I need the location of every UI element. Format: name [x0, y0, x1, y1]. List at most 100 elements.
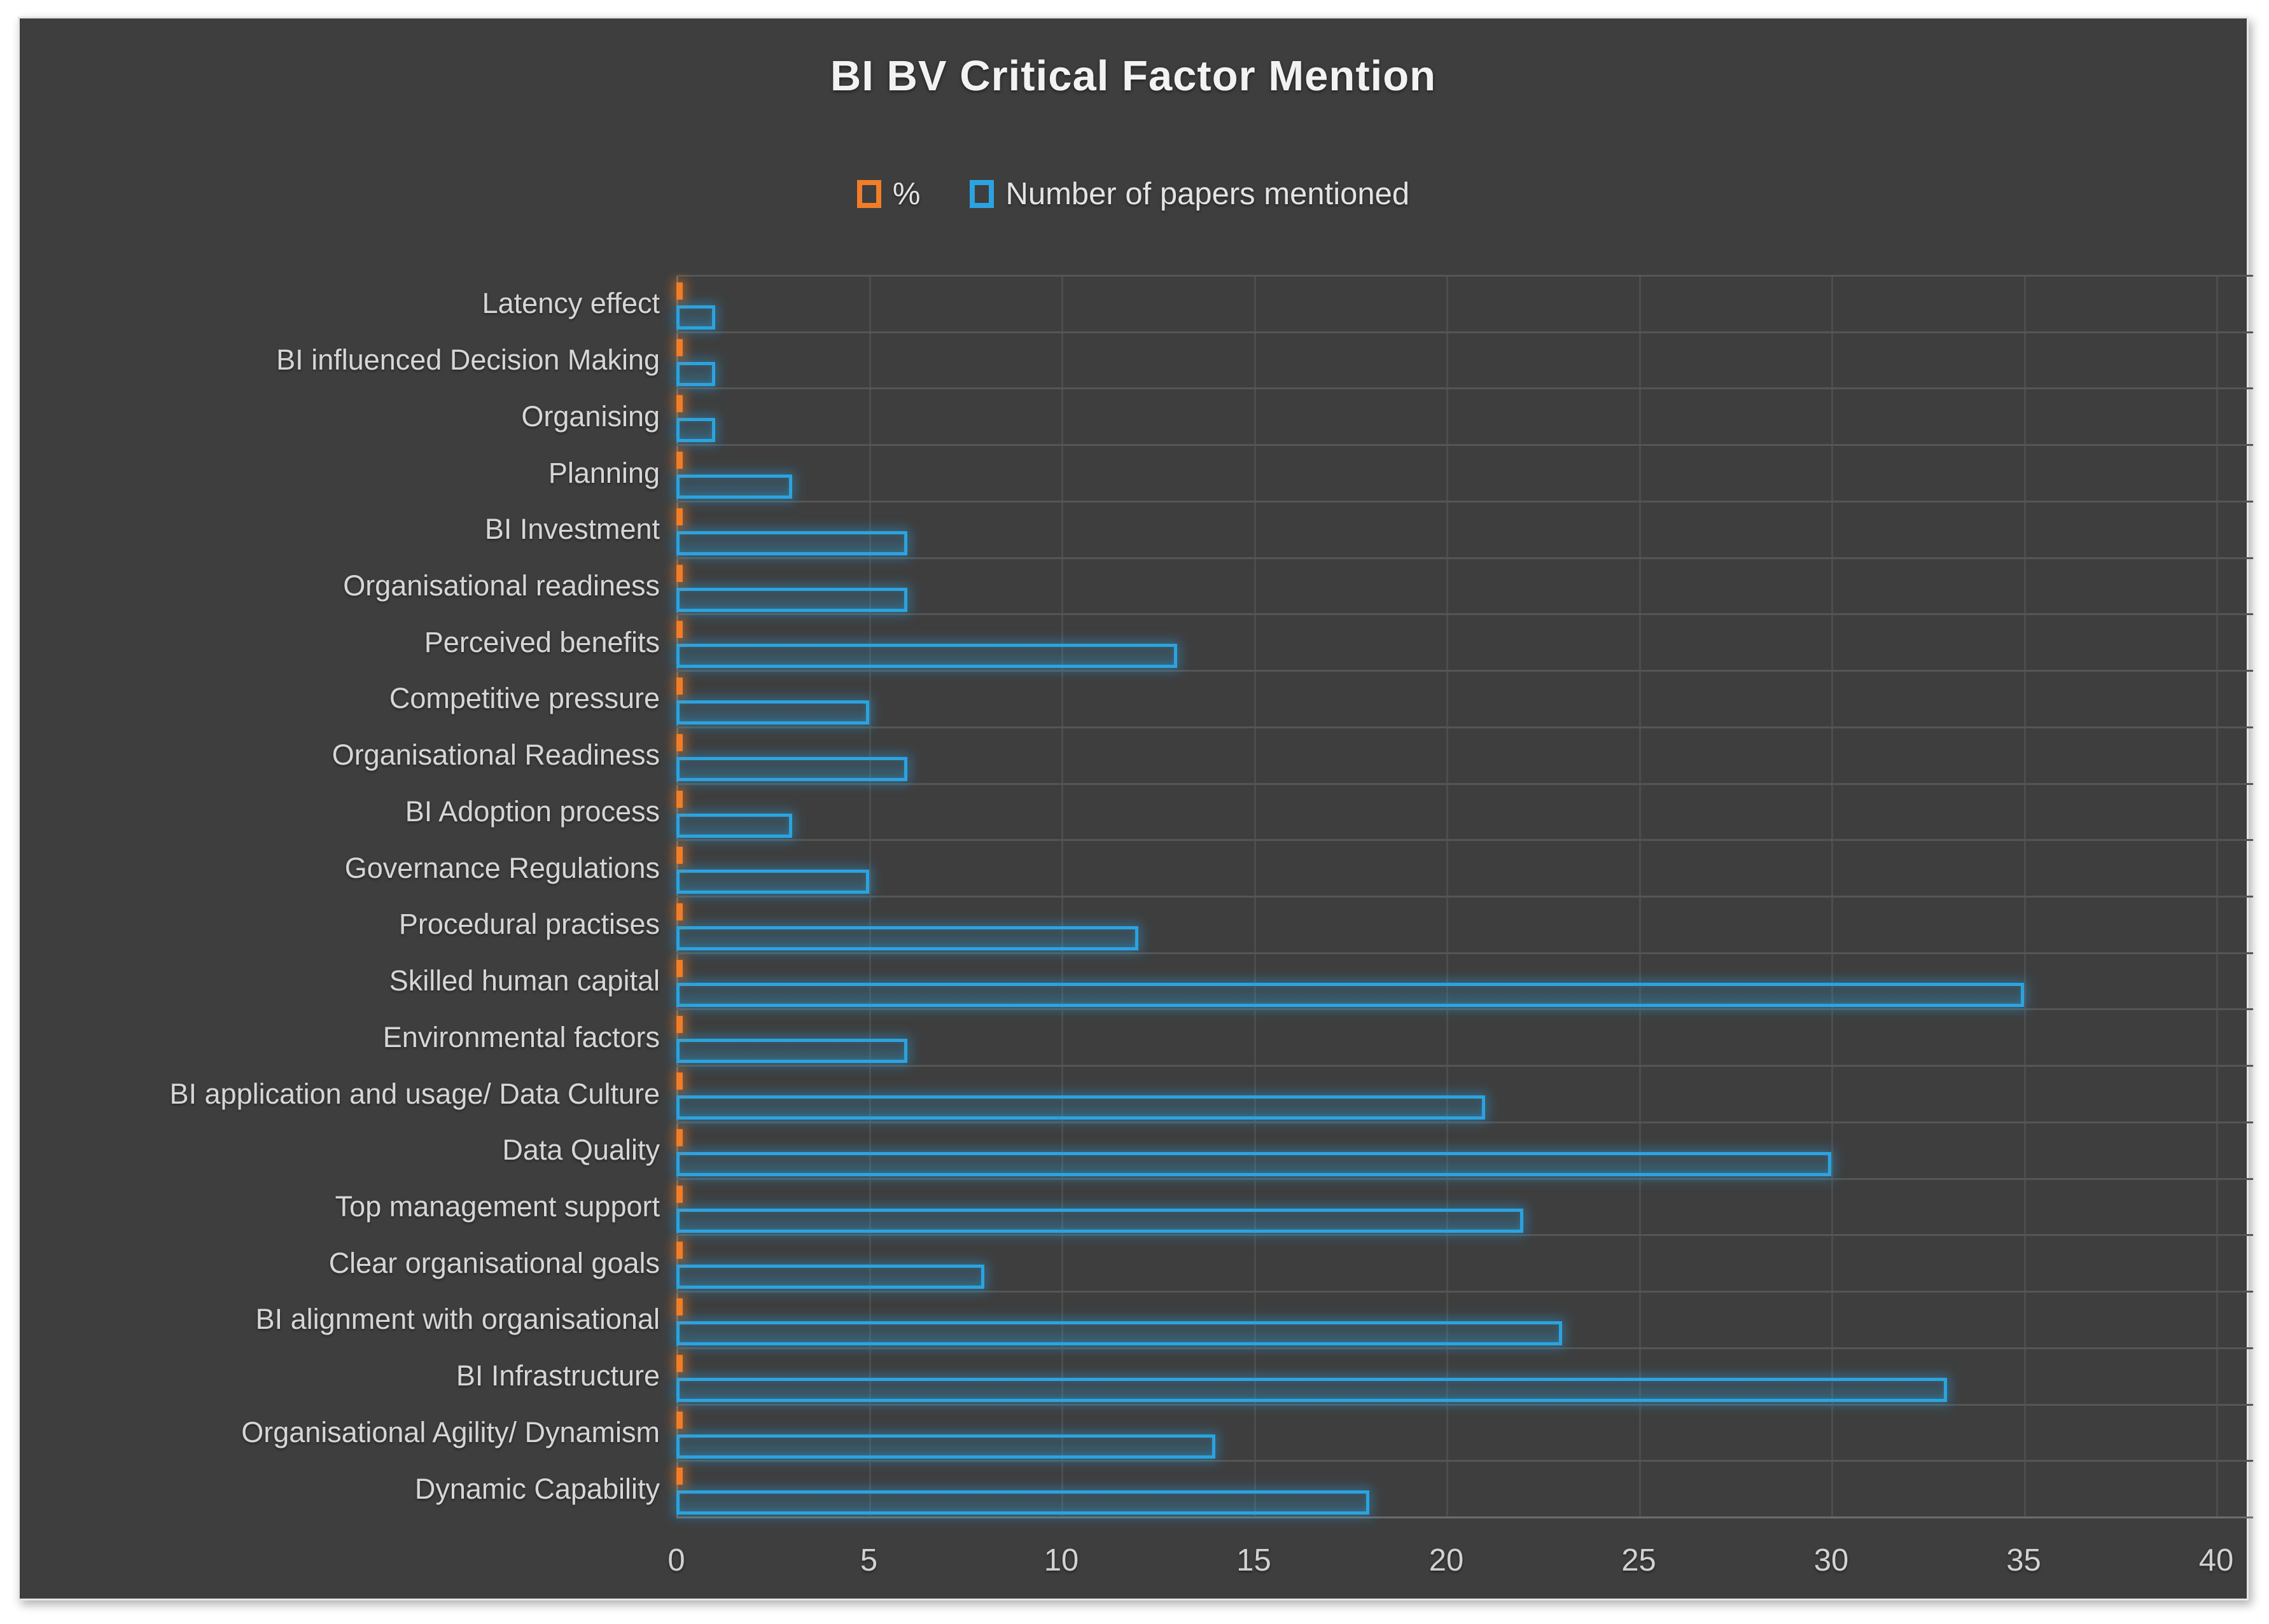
x-tick-label: 10 — [1044, 1543, 1079, 1578]
papers-bar — [676, 700, 869, 725]
bar-row: Skilled human capital — [389, 953, 2216, 1010]
bar-row: Procedural practises — [399, 896, 2216, 953]
papers-bar — [676, 644, 1177, 669]
bar-row: BI influenced Decision Making — [276, 332, 2216, 389]
horizontal-gridline — [676, 613, 2253, 616]
papers-bar — [676, 1151, 1831, 1176]
horizontal-gridline — [676, 1347, 2253, 1349]
percent-bar — [676, 790, 683, 808]
horizontal-gridline — [676, 670, 2253, 672]
category-label: Clear organisational goals — [328, 1246, 660, 1279]
horizontal-gridline — [676, 782, 2253, 785]
bar-row: Governance Regulations — [345, 840, 2216, 896]
papers-bar — [676, 756, 907, 781]
category-label: BI Infrastructure — [456, 1359, 660, 1392]
bar-row: BI alignment with organisational — [256, 1291, 2216, 1348]
papers-bar — [676, 1265, 984, 1289]
bar-row: Organisational Agility/ Dynamism — [241, 1405, 2216, 1461]
percent-bar — [676, 508, 683, 525]
horizontal-gridline — [676, 726, 2253, 728]
category-label: Planning — [548, 456, 660, 489]
legend-label-papers: Number of papers mentioned — [1005, 177, 1410, 211]
papers-bar — [676, 813, 792, 838]
papers-bar — [676, 1208, 1523, 1233]
bar-row: BI Infrastructure — [456, 1348, 2216, 1405]
bar-row: Competitive pressure — [389, 670, 2216, 727]
percent-bar — [676, 1242, 683, 1260]
horizontal-gridline — [676, 1403, 2253, 1406]
category-label: BI application and usage/ Data Culture — [169, 1077, 660, 1110]
papers-bar — [676, 1434, 1215, 1459]
category-label: Competitive pressure — [389, 682, 660, 715]
horizontal-gridline — [676, 331, 2253, 333]
bar-row: BI Adoption process — [405, 784, 2216, 840]
percent-bar — [676, 1128, 683, 1146]
bar-row: Organisational readiness — [343, 558, 2216, 614]
papers-bar — [676, 418, 715, 443]
horizontal-gridline — [676, 1121, 2253, 1123]
papers-bar — [676, 1039, 907, 1064]
x-tick-label: 25 — [1621, 1543, 1656, 1578]
category-label: Procedural practises — [398, 908, 660, 941]
horizontal-gridline — [676, 1460, 2253, 1462]
legend-item-papers: Number of papers mentioned — [970, 176, 1409, 212]
papers-bar — [676, 982, 2024, 1007]
percent-bar — [676, 847, 683, 864]
horizontal-gridline — [676, 1291, 2253, 1293]
papers-bar — [676, 531, 907, 555]
x-tick-label: 35 — [2006, 1543, 2041, 1578]
legend-item-percent: % — [856, 176, 921, 212]
percent-bar — [676, 1468, 683, 1485]
plot-area: Latency effect BI influenced Decision Mak… — [170, 275, 2253, 1518]
x-tick-label: 20 — [1428, 1543, 1464, 1578]
bar-row: Clear organisational goals — [329, 1235, 2216, 1291]
percent-bar — [676, 1072, 683, 1090]
chart-panel: BI BV Critical Factor Mention % Number o… — [18, 17, 2253, 1600]
bar-row: Environmental factors — [383, 1009, 2216, 1065]
papers-bar — [676, 926, 1138, 950]
bar-row: BI application and usage/ Data Culture — [170, 1065, 2216, 1122]
category-label: Organisational Readiness — [332, 739, 660, 772]
legend: % Number of papers mentioned — [20, 176, 2247, 212]
percent-bar — [676, 959, 683, 977]
category-label: Environmental factors — [382, 1020, 660, 1053]
papers-bar — [676, 1490, 1369, 1515]
chart-title: BI BV Critical Factor Mention — [830, 52, 1437, 100]
category-label: Organisational Agility/ Dynamism — [241, 1415, 660, 1448]
percent-bar — [676, 621, 683, 639]
horizontal-gridline — [676, 1065, 2253, 1067]
horizontal-gridline — [676, 444, 2253, 447]
category-label: Data Quality — [502, 1134, 660, 1167]
category-label: Governance Regulations — [344, 851, 660, 884]
bar-row: Data Quality — [502, 1122, 2216, 1179]
papers-bar — [676, 1321, 1562, 1346]
horizontal-gridline — [676, 1177, 2253, 1180]
papers-bar — [676, 1377, 1947, 1402]
horizontal-gridline — [676, 952, 2253, 954]
category-label: BI alignment with organisational — [255, 1303, 660, 1336]
papers-bar — [676, 361, 715, 386]
x-tick-label: 5 — [860, 1543, 878, 1578]
bar-row: Organisational Readiness — [332, 727, 2216, 784]
percent-bar — [676, 903, 683, 920]
papers-bar — [676, 1095, 1485, 1120]
percent-bar — [676, 564, 683, 582]
papers-bar — [676, 870, 869, 894]
horizontal-gridline — [676, 557, 2253, 559]
percent-bar — [676, 1411, 683, 1429]
papers-series-swatch-icon — [970, 180, 995, 208]
x-tick-label: 0 — [667, 1543, 685, 1578]
horizontal-gridline — [676, 896, 2253, 898]
category-label: BI Adoption process — [405, 795, 660, 828]
category-label: Dynamic Capability — [414, 1472, 660, 1505]
horizontal-gridline — [676, 1234, 2253, 1237]
bar-row: Organising — [521, 388, 2216, 445]
percent-bar — [676, 1354, 683, 1372]
percent-bar — [676, 1185, 683, 1203]
x-tick-label: 15 — [1236, 1543, 1271, 1578]
x-tick-label: 30 — [1813, 1543, 1849, 1578]
percent-bar — [676, 452, 683, 469]
legend-label-percent: % — [892, 177, 921, 211]
horizontal-gridline — [676, 500, 2253, 503]
percent-bar — [676, 1016, 683, 1034]
